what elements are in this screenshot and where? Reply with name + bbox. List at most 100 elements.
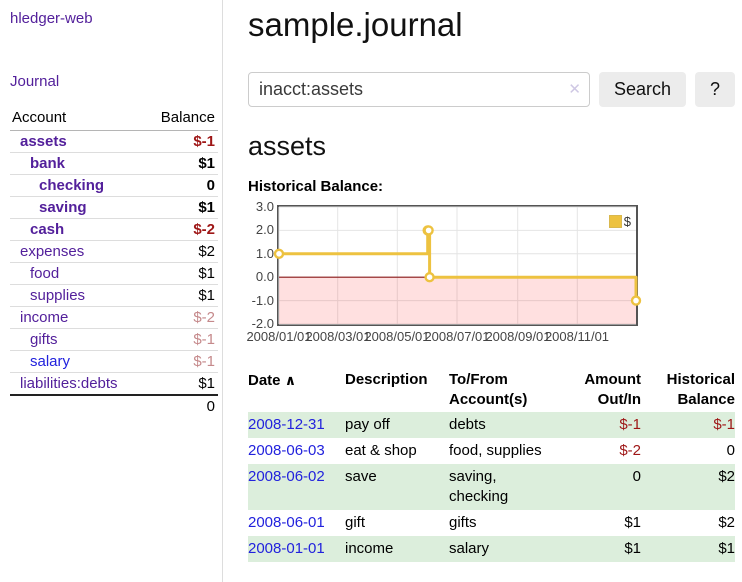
register-row: 2008-06-02 save saving, checking 0 $2 (248, 464, 735, 510)
register-accounts-cell: food, supplies (449, 442, 542, 459)
register-amount-cell: $1 (624, 540, 641, 557)
account-row: assets $-1 (10, 131, 218, 153)
description-column-header: Description (345, 371, 428, 388)
transaction-date-link[interactable]: 2008-06-03 (248, 442, 325, 459)
account-link[interactable]: food (30, 265, 60, 282)
account-name-cell: food (10, 262, 145, 285)
account-balance: $1 (144, 152, 218, 175)
account-row: salary $-1 (10, 350, 218, 373)
register-balance-cell: $2 (718, 514, 735, 531)
search-input[interactable] (248, 72, 590, 107)
account-balance: $-1 (144, 350, 218, 373)
sidebar-divider (222, 0, 223, 582)
register-header-row: Date ∧ Description To/From Account(s) Am… (248, 368, 735, 412)
account-balance: $2 (144, 240, 218, 263)
account-balance: $-1 (144, 328, 218, 351)
help-button[interactable]: ? (694, 72, 735, 107)
account-link[interactable]: expenses (20, 243, 85, 260)
account-row: food $1 (10, 262, 218, 285)
account-link[interactable]: cash (30, 221, 65, 238)
x-tick-label: 2008/07/01 (424, 329, 490, 344)
account-name-cell: bank (10, 152, 145, 175)
register-balance-cell: $1 (718, 540, 735, 557)
account-heading: assets (248, 131, 327, 161)
account-row: supplies $1 (10, 284, 218, 307)
accounts-header-row: Account Balance (10, 106, 218, 131)
x-tick-label: 2008/09/01 (485, 329, 551, 344)
register-balance-cell: $2 (718, 468, 735, 485)
balance-column-header-register: Historical Balance (666, 371, 735, 408)
account-link[interactable]: saving (39, 199, 87, 216)
register-balance-cell: 0 (726, 442, 735, 459)
brand-link[interactable]: hledger-web (10, 10, 93, 27)
account-row: income $-2 (10, 306, 218, 329)
register-accounts-cell: gifts (449, 514, 477, 531)
y-tick-label: -2.0 (251, 316, 274, 331)
account-balance: $-2 (144, 218, 218, 241)
transaction-date-link[interactable]: 2008-06-01 (248, 514, 325, 531)
register-date-cell: 2008-06-01 (248, 510, 345, 536)
sidebar: hledger-web Journal Account Balance asse… (0, 0, 222, 417)
y-tick-label: 3.0 (255, 199, 274, 214)
accounts-table: Account Balance assets $-1 bank $1 checking 0… (10, 106, 218, 417)
chart-legend: $ (608, 214, 631, 229)
balance-chart: $ 3.0 2.0 1.0 0.0 -1.0 -2.0 2008/01/01 2008/03/… (246, 199, 648, 346)
account-balance: $1 (144, 262, 218, 285)
account-link[interactable]: assets (20, 133, 67, 150)
account-name-cell: supplies (10, 284, 145, 307)
account-name-cell: liabilities:debts (10, 372, 145, 395)
register-accounts-cell: saving, checking (449, 468, 509, 505)
account-balance: $1 (144, 196, 218, 219)
account-name-cell: assets (10, 131, 144, 153)
search-button[interactable]: Search (598, 72, 686, 107)
account-link[interactable]: gifts (30, 331, 58, 348)
sidebar-item-journal[interactable]: Journal (10, 73, 60, 90)
transaction-date-link[interactable]: 2008-01-01 (248, 540, 325, 557)
register-amount-cell: 0 (632, 468, 641, 485)
accounts-column-header: To/From Account(s) (449, 371, 528, 408)
register-amount-cell: $-2 (619, 442, 641, 459)
x-tick-label: 2008/11/01 (544, 329, 610, 344)
account-name-cell: expenses (10, 240, 145, 263)
transaction-date-link[interactable]: 2008-12-31 (248, 416, 325, 433)
amount-column-header: Amount Out/In (584, 371, 641, 408)
main-content: sample.journal ✕ Search ? assets Histori… (246, 0, 735, 562)
account-row: checking 0 (10, 174, 218, 197)
account-name-cell: income (10, 306, 145, 329)
account-balance: $1 (144, 284, 218, 307)
y-tick-label: 0.0 (255, 269, 274, 284)
balance-column-header: Balance (144, 106, 218, 131)
clear-search-icon[interactable]: ✕ (568, 81, 581, 98)
register-accounts-cell: debts (449, 416, 486, 433)
account-link[interactable]: checking (39, 177, 105, 194)
register-date-cell: 2008-06-02 (248, 464, 345, 510)
account-name-cell: gifts (10, 328, 145, 351)
account-link[interactable]: supplies (30, 287, 86, 304)
account-row: expenses $2 (10, 240, 218, 263)
register-row: 2008-06-01 gift gifts $1 $2 (248, 510, 735, 536)
transaction-date-link[interactable]: 2008-06-02 (248, 468, 325, 485)
register-date-cell: 2008-06-03 (248, 438, 345, 464)
register-description-cell: gift (345, 514, 366, 531)
page-title: sample.journal (248, 6, 463, 43)
register-balance-cell: $-1 (713, 416, 735, 433)
account-name-cell: saving (10, 196, 145, 219)
register-row: 2008-12-31 pay off debts $-1 $-1 (248, 412, 735, 438)
account-link[interactable]: income (20, 309, 69, 326)
account-column-header: Account (10, 106, 145, 131)
account-balance: $-1 (193, 133, 215, 150)
account-balance: $1 (144, 372, 218, 395)
y-tick-label: 1.0 (255, 246, 274, 261)
register-description-cell: eat & shop (345, 442, 417, 459)
chart-plot-area[interactable]: $ (273, 205, 642, 326)
account-row: gifts $-1 (10, 328, 218, 351)
account-name-cell: cash (10, 218, 145, 241)
register-table: Date ∧ Description To/From Account(s) Am… (248, 368, 735, 562)
register-amount-cell: $1 (624, 514, 641, 531)
register-amount-cell: $-1 (619, 416, 641, 433)
y-tick-label: 2.0 (255, 222, 274, 237)
account-link[interactable]: salary (30, 353, 71, 370)
date-column-header[interactable]: Date ∧ (248, 372, 297, 389)
account-link[interactable]: bank (30, 155, 66, 172)
account-link[interactable]: liabilities:debts (20, 375, 118, 392)
